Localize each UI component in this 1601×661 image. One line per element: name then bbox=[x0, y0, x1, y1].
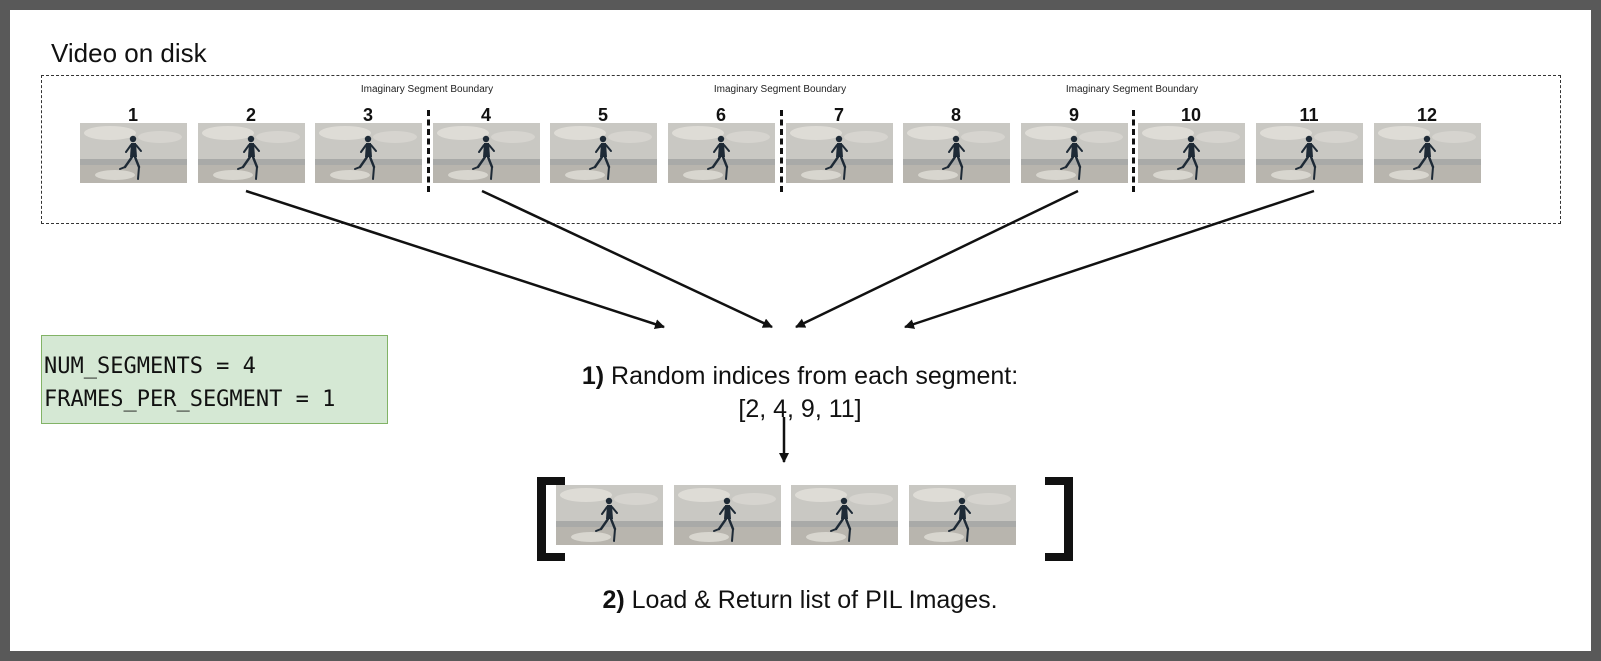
frame-number: 11 bbox=[1299, 105, 1319, 125]
frame-number: 3 bbox=[362, 105, 373, 125]
config-box: NUM_SEGMENTS = 4 FRAMES_PER_SEGMENT = 1 bbox=[41, 335, 388, 424]
segment-boundary-line bbox=[780, 110, 783, 192]
diagram-canvas: Video on disk 1 2 3 4 5 6 7 8 9 10 11 12 Imaginary S… bbox=[10, 10, 1591, 651]
frame-number: 1 bbox=[127, 105, 138, 125]
frame-thumbnail bbox=[550, 123, 657, 183]
frame-number: 10 bbox=[1180, 105, 1202, 125]
segment-boundary-label: Imaginary Segment Boundary bbox=[713, 84, 847, 95]
right-bracket bbox=[1045, 477, 1073, 561]
result-image bbox=[673, 485, 781, 545]
frame-number: 5 bbox=[597, 105, 608, 125]
frame-number: 6 bbox=[715, 105, 726, 125]
segment-boundary-label: Imaginary Segment Boundary bbox=[360, 84, 494, 95]
segment-boundary-label: Imaginary Segment Boundary bbox=[1065, 84, 1199, 95]
result-image bbox=[556, 485, 663, 545]
frame-thumbnail bbox=[1374, 123, 1481, 183]
step1-number: 1) bbox=[581, 362, 605, 390]
frame-number: 9 bbox=[1068, 105, 1079, 125]
frame-number: 7 bbox=[833, 105, 844, 125]
frame-thumbnail bbox=[198, 123, 305, 183]
frame-thumbnail bbox=[315, 123, 422, 183]
frame-thumbnail bbox=[80, 123, 187, 183]
frame-thumbnail bbox=[433, 123, 540, 183]
segment-boundary-line bbox=[427, 110, 430, 192]
frame-thumbnail bbox=[786, 123, 893, 183]
step1-indices: [2, 4, 9, 11] bbox=[738, 395, 862, 423]
frame-number: 12 bbox=[1416, 105, 1438, 125]
video-on-disk-title: Video on disk bbox=[51, 38, 207, 68]
frame-thumbnail bbox=[1021, 123, 1128, 183]
frames-per-segment-line: FRAMES_PER_SEGMENT = 1 bbox=[44, 387, 336, 412]
frame-thumbnail bbox=[668, 123, 775, 183]
step2-description: Load & Return list of PIL Images. bbox=[624, 586, 998, 614]
frame-thumbnail bbox=[1256, 123, 1363, 183]
frame-thumbnail bbox=[1138, 123, 1245, 183]
step1-description: Random indices from each segment: bbox=[604, 362, 1019, 390]
left-bracket bbox=[537, 477, 565, 561]
result-image bbox=[791, 485, 898, 545]
step1-text: 1) Random indices from each segment: [2,… bbox=[440, 360, 1160, 426]
step2-number: 2) bbox=[602, 586, 625, 614]
result-image bbox=[908, 485, 1016, 545]
num-segments-line: NUM_SEGMENTS = 4 bbox=[44, 354, 256, 379]
frame-number: 4 bbox=[480, 105, 491, 125]
frame-number: 2 bbox=[245, 105, 256, 125]
step2-text: 2) Load & Return list of PIL Images. bbox=[440, 586, 1160, 615]
frame-thumbnail bbox=[903, 123, 1010, 183]
segment-boundary-line bbox=[1132, 110, 1135, 192]
frame-number: 8 bbox=[950, 105, 961, 125]
